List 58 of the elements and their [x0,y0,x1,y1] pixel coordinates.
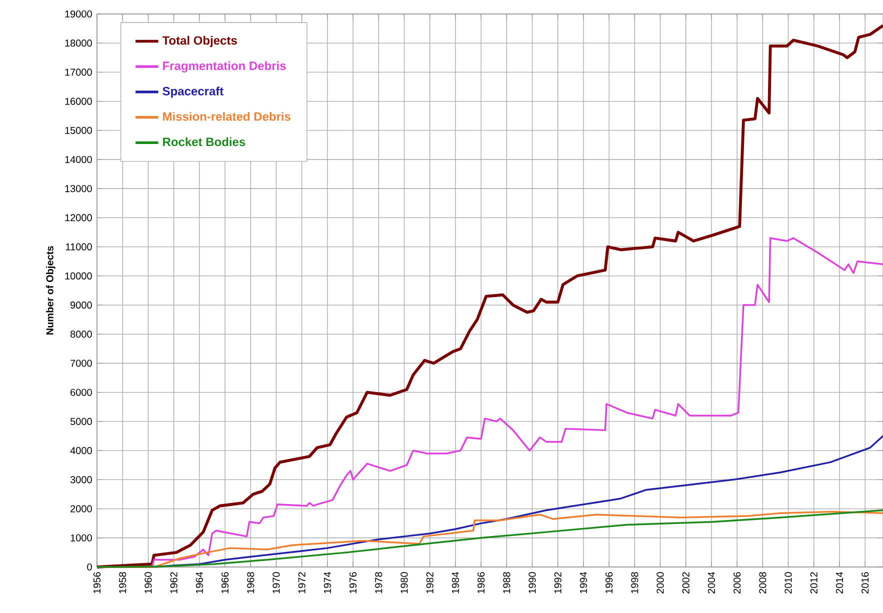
x-tick-label: 1988 [503,572,510,594]
x-tick-label: 1966 [221,572,229,594]
y-tick-label: 4000 [70,447,92,454]
x-tick-label: 2004 [708,572,716,594]
y-tick-label: 19000 [65,10,92,18]
x-tick-label: 1964 [196,572,203,594]
y-axis-title: Number of Objects [46,246,56,335]
x-tick-label: 1970 [272,572,280,594]
y-tick-label: 14000 [65,156,92,164]
y-tick-label: 9000 [70,302,92,309]
legend-label: Mission-related Debris [163,112,290,121]
x-tick-label: 2012 [810,572,818,594]
y-tick-label: 18000 [65,40,92,47]
x-tick-label: 1996 [606,572,613,594]
y-tick-label: 15000 [65,126,92,134]
y-tick-label: 0 [87,563,92,571]
y-tick-label: 11000 [66,243,92,250]
y-tick-label: 12000 [65,214,92,222]
x-tick-label: 1980 [400,572,408,594]
x-tick-label: 1976 [349,572,357,594]
x-tick-label: 1992 [554,572,562,594]
x-tick-label: 2014 [836,572,844,594]
x-tick-label: 2008 [759,572,766,594]
x-tick-label: 1990 [528,572,536,594]
y-tick-label: 7000 [70,360,92,367]
y-tick-label: 1000 [70,534,92,542]
legend-label: Rocket Bodies [163,137,246,146]
x-tick-label: 1956 [93,572,101,594]
x-tick-label: 1958 [119,572,126,594]
y-tick-label: 13000 [65,185,92,192]
x-tick-label: 2000 [656,572,664,594]
x-tick-label: 1994 [580,572,587,594]
x-tick-label: 1978 [375,572,382,594]
x-tick-label: 1998 [631,572,638,594]
legend-label: Total Objects [162,36,237,48]
legend-label: Fragmentation Debris [163,61,286,72]
y-tick-label: 8000 [70,330,92,338]
x-tick-label: 2016 [862,572,869,594]
x-tick-label: 1972 [298,572,306,594]
x-tick-label: 1962 [170,572,178,594]
x-tick-label: 1984 [452,572,459,594]
legend-label: Spacecraft [162,86,224,98]
x-tick-label: 1986 [478,572,485,594]
y-tick-label: 2000 [70,505,92,512]
y-tick-label: 5000 [70,418,92,426]
y-tick-label: 3000 [70,476,92,484]
line-series [96,24,883,568]
x-tick-label: 2010 [784,572,792,594]
x-tick-label: 1968 [247,572,254,594]
x-tick-label: 1974 [324,572,331,594]
x-tick-label: 1982 [426,572,434,594]
y-tick-label: 16000 [65,98,92,105]
x-tick-label: 1960 [144,572,152,594]
y-tick-label: 10000 [65,272,92,280]
y-tick-label: 6000 [70,388,92,396]
x-tick-label: 2006 [734,572,741,594]
y-tick-label: 17000 [65,68,92,76]
x-tick-label: 2002 [682,572,690,594]
